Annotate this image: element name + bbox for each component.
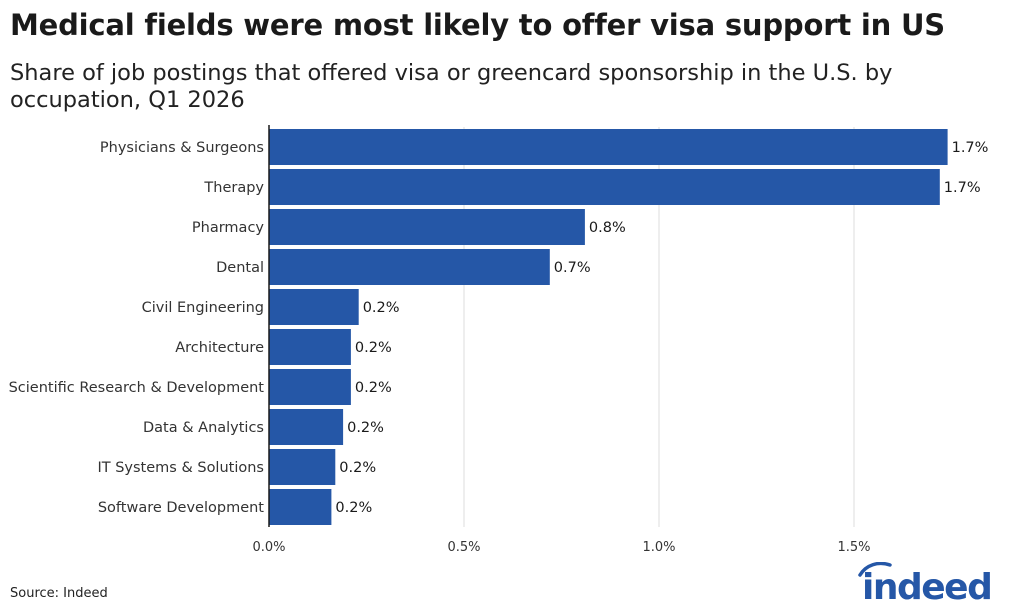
bar — [269, 449, 336, 485]
bar — [269, 369, 351, 405]
category-label: Therapy — [203, 180, 264, 196]
category-labels: Physicians & Surgeons Therapy Pharmacy Dent… — [9, 140, 265, 516]
x-tick-label: 1.5% — [837, 540, 870, 555]
bar — [269, 169, 940, 205]
category-label: Architecture — [175, 340, 264, 356]
data-label: 1.7% — [952, 140, 989, 156]
bar — [269, 209, 585, 245]
category-label: Pharmacy — [192, 220, 265, 236]
bars — [269, 129, 948, 525]
data-label: 0.2% — [335, 500, 372, 516]
bar — [269, 129, 948, 165]
data-label: 0.2% — [363, 300, 400, 316]
bar — [269, 329, 351, 365]
logo-wordmark: indeed — [862, 567, 991, 606]
data-label: 0.7% — [554, 260, 591, 276]
data-label: 0.2% — [347, 420, 384, 436]
bar — [269, 289, 359, 325]
chart-title: Medical fields were most likely to offer… — [10, 8, 945, 42]
bar — [269, 409, 344, 445]
x-axis-ticks: 0.0% 0.5% 1.0% 1.5% — [252, 540, 870, 555]
data-label: 0.2% — [339, 460, 376, 476]
category-label: Data & Analytics — [143, 420, 264, 436]
source-note: Source: Indeed — [10, 586, 108, 601]
category-label: Software Development — [98, 500, 264, 516]
data-label: 0.8% — [589, 220, 626, 236]
data-label: 0.2% — [355, 380, 392, 396]
x-tick-label: 1.0% — [642, 540, 675, 555]
bar — [269, 249, 550, 285]
category-label: Civil Engineering — [142, 300, 264, 316]
data-label: 0.2% — [355, 340, 392, 356]
category-label: Scientific Research & Development — [9, 380, 265, 396]
category-label: Physicians & Surgeons — [100, 140, 264, 156]
category-label: IT Systems & Solutions — [97, 460, 264, 476]
x-tick-label: 0.5% — [447, 540, 480, 555]
bar — [269, 489, 332, 525]
x-tick-label: 0.0% — [252, 540, 285, 555]
data-label: 1.7% — [944, 180, 981, 196]
value-labels: 1.7% 1.7% 0.8% 0.7% 0.2% 0.2% 0.2% 0.2% 0.2% 0.2% — [335, 140, 988, 516]
chart-subtitle: Share of job postings that offered visa … — [10, 60, 893, 113]
indeed-logo: indeed — [858, 562, 992, 606]
category-label: Dental — [216, 260, 264, 276]
